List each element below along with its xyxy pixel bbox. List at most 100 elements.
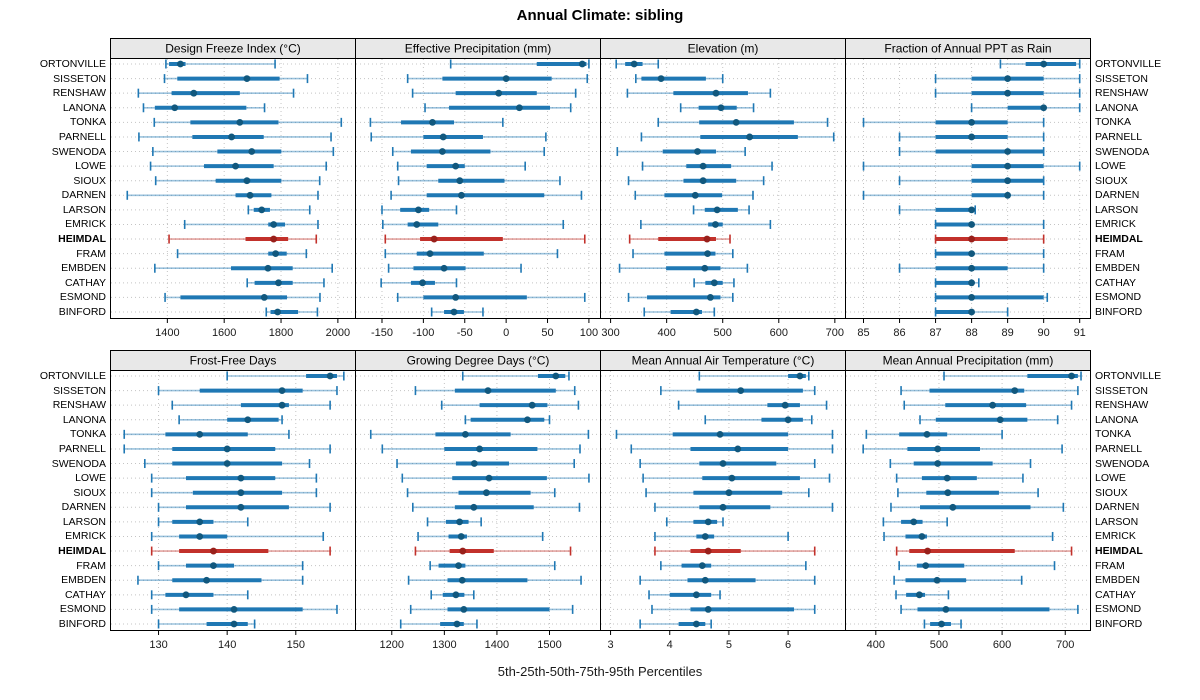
panel-mean-annual-air-temperature-c: Mean Annual Air Temperature (°C) 3 4 5 6 [600, 350, 846, 651]
median-dot [968, 250, 976, 258]
interval-row-darnen [390, 190, 583, 200]
station-label-right-fram: FRAM [1095, 247, 1125, 260]
median-dot [692, 308, 700, 316]
station-label-right-darnen: DARNEN [1095, 189, 1140, 202]
station-label-right-renshaw: RENSHAW [1095, 399, 1149, 412]
interval-row-emrick [934, 219, 1045, 229]
x-tick-label: 2000 [326, 327, 350, 339]
median-dot [458, 576, 466, 584]
panel-background [355, 58, 601, 319]
median-dot [264, 264, 272, 272]
median-dot [275, 279, 282, 287]
interval-row-emrick [183, 219, 319, 229]
x-tick-label: 91 [1074, 327, 1086, 339]
station-label-right-sioux: SIOUX [1095, 174, 1128, 187]
interval-row-darnen [862, 190, 1045, 200]
median-dot [694, 148, 701, 155]
station-label-left-larson: LARSON [62, 515, 106, 528]
interval-row-embden [407, 575, 582, 585]
median-dot [244, 416, 252, 424]
station-label-left-fram: FRAM [76, 247, 106, 260]
interval-row-heimdal [934, 234, 1045, 244]
station-label-left-parnell: PARNELL [58, 442, 106, 455]
median-dot [784, 416, 792, 424]
station-label-right-emrick: EMRICK [1095, 530, 1136, 543]
median-dot [699, 177, 707, 185]
station-label-left-lowe: LOWE [75, 472, 106, 485]
interval-row-cathay [380, 278, 458, 288]
median-dot [470, 460, 478, 467]
median-dot [260, 294, 268, 301]
median-dot [699, 162, 707, 170]
median-dot [552, 372, 560, 380]
median-dot [495, 89, 503, 97]
median-dot [528, 401, 536, 409]
median-dot [704, 547, 712, 555]
median-dot [1004, 89, 1012, 97]
interval-row-cathay [693, 278, 735, 288]
median-dot [968, 294, 976, 301]
station-label-right-binford: BINFORD [1095, 618, 1143, 630]
interval-row-emrick [150, 531, 325, 541]
interval-row-larson [665, 517, 724, 527]
x-tick-label: 1300 [432, 639, 456, 651]
median-dot [781, 401, 789, 409]
panel-growing-degree-days-c: Growing Degree Days (°C) 1200 1300 1400 1500 [355, 350, 601, 651]
station-label-left-sisseton: SISSETON [53, 384, 106, 397]
interval-row-lanona [142, 103, 266, 113]
station-label-left-lanona: LANONA [62, 101, 106, 114]
interval-row-fram [384, 249, 559, 259]
station-label-right-tonka: TONKA [1095, 428, 1131, 441]
station-label-left-cathay: CATHAY [64, 588, 106, 601]
station-label-right-ortonville: ORTONVILLE [1095, 370, 1162, 382]
interval-row-parnell [640, 132, 835, 142]
x-tick-label: 100 [580, 327, 598, 339]
interval-row-esmond [409, 604, 574, 614]
interval-row-embden [618, 263, 749, 273]
interval-row-cathay [246, 278, 325, 288]
interval-row-binford [643, 307, 716, 317]
median-dot [326, 372, 334, 380]
x-tick-label: 90 [1038, 327, 1050, 339]
median-dot [698, 562, 706, 570]
median-dot [968, 133, 976, 141]
median-dot [210, 547, 217, 555]
interval-row-tonka [862, 117, 1045, 127]
x-axis: 1200 1300 1400 1500 [380, 630, 562, 651]
median-dot [717, 104, 725, 112]
interval-row-ortonville [943, 371, 1082, 381]
median-dot [429, 118, 436, 126]
interval-row-heimdal [168, 234, 318, 244]
panel-frost-free-days: Frost-Free Days 130 140 150 [110, 350, 356, 651]
median-dot [706, 294, 714, 301]
interval-row-esmond [396, 292, 586, 302]
interval-row-emrick [654, 531, 789, 541]
panel-background [110, 58, 356, 319]
interval-row-lanona [919, 415, 1059, 425]
median-dot [278, 401, 286, 409]
median-dot [1068, 372, 1075, 380]
interval-row-swenoda [391, 147, 546, 157]
interval-row-parnell [370, 132, 547, 142]
interval-row-sisseton [900, 386, 1079, 396]
x-tick-label: 700 [826, 327, 844, 339]
median-dot [968, 279, 976, 287]
median-dot [732, 118, 740, 126]
median-dot [440, 264, 448, 272]
x-tick-label: 88 [965, 327, 977, 339]
interval-row-renshaw [440, 400, 580, 410]
median-dot [910, 518, 918, 526]
median-dot [419, 279, 426, 287]
x-axis: 400 500 600 700 [867, 630, 1074, 651]
median-dot [934, 460, 942, 467]
station-label-left-embden: EMBDEN [61, 574, 106, 587]
interval-row-binford [923, 619, 962, 629]
median-dot [236, 118, 244, 126]
interval-row-lowe [396, 161, 526, 171]
x-tick-label: 400 [867, 639, 885, 651]
median-dot [933, 576, 941, 584]
panel-elevation-m: Elevation (m) 300 400 500 600 700 [600, 38, 846, 339]
chart-title: Annual Climate: sibling [516, 7, 684, 24]
station-label-left-sisseton: SISSETON [53, 72, 106, 85]
gridlines [111, 59, 355, 318]
